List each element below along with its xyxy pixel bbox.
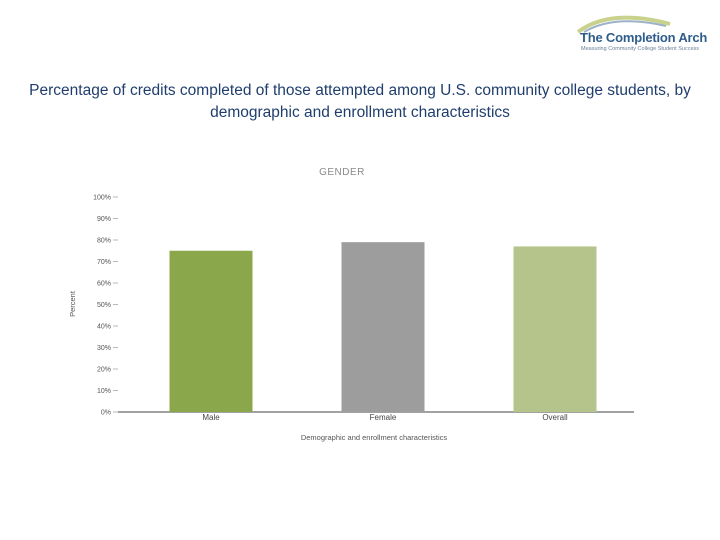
x-axis-label: Demographic and enrollment characteristi… [301, 433, 448, 442]
y-tick-label: 70% [97, 259, 111, 266]
category-label-male: Male [202, 413, 220, 422]
logo-tagline: Measuring Community College Student Succ… [581, 46, 700, 52]
x-axis-categories: Male Female Overall [202, 413, 568, 422]
bar-female [341, 242, 425, 412]
y-tick-label: 60% [97, 281, 111, 288]
bar-male [169, 250, 253, 412]
y-tick-label: 80% [97, 238, 111, 245]
y-tick-label: 40% [97, 324, 111, 331]
y-tick-label: 0% [101, 410, 111, 417]
y-tick-label: 100% [93, 195, 111, 202]
chart-title: GENDER [319, 167, 365, 178]
y-tick-label: 20% [97, 367, 111, 374]
slide-title: Percentage of credits completed of those… [29, 82, 691, 121]
arch-logo-icon [576, 15, 671, 34]
category-label-female: Female [370, 413, 397, 422]
bar-overall [513, 246, 597, 412]
y-axis-label: Percent [68, 290, 77, 317]
y-axis-ticks: 0% 10% 20% 30% 40% 50% 60% 70% 80% 90% 100% [93, 195, 118, 417]
y-tick-label: 10% [97, 388, 111, 395]
bars [169, 242, 597, 412]
y-tick-label: 50% [97, 302, 111, 309]
logo-name: The Completion Arch [580, 30, 708, 45]
completion-arch-logo: The Completion Arch Measuring Community … [560, 12, 710, 54]
y-tick-label: 30% [97, 345, 111, 352]
category-label-overall: Overall [542, 413, 568, 422]
y-tick-label: 90% [97, 216, 111, 223]
